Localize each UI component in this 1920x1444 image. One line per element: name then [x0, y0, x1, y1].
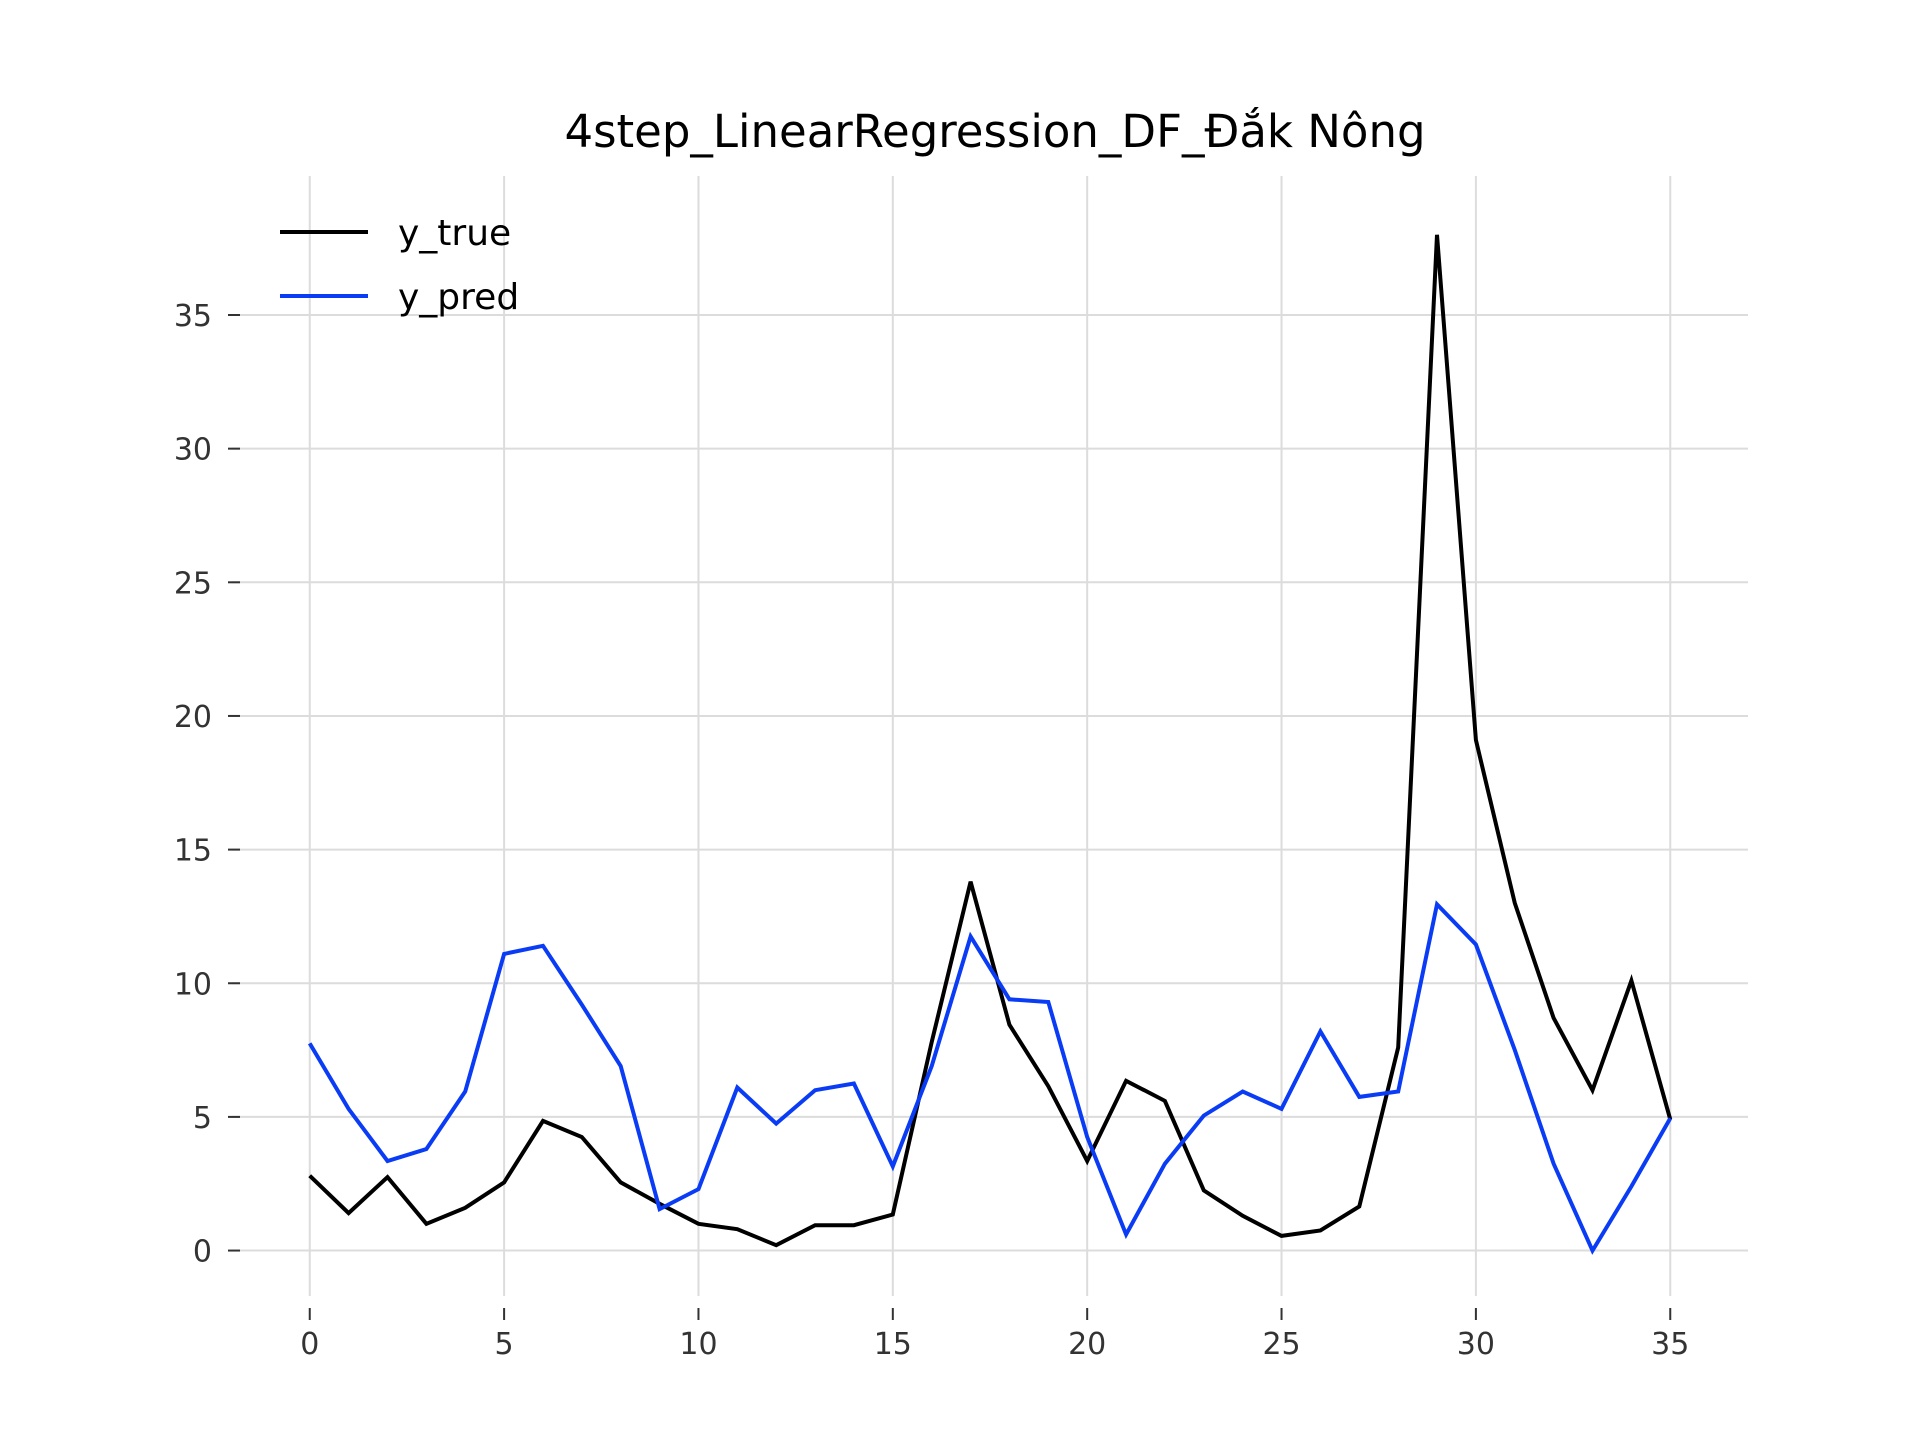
grid — [232, 176, 1748, 1296]
series-line-y-true — [310, 235, 1671, 1245]
y-tick-label: 5 — [193, 1101, 212, 1136]
x-tick-label: 25 — [1262, 1327, 1300, 1362]
x-tick-label: 35 — [1651, 1327, 1689, 1362]
x-tick-label: 20 — [1068, 1327, 1106, 1362]
axes: 0 5 10 15 20 25 30 35 0 5 10 15 20 25 30 35 — [174, 299, 1690, 1362]
x-tick-label: 15 — [874, 1327, 912, 1362]
y-tick-label: 30 — [174, 433, 212, 468]
y-tick-label: 10 — [174, 967, 212, 1002]
x-tick-label: 0 — [300, 1327, 319, 1362]
legend: y_true y_pred — [280, 213, 519, 318]
x-tick-label: 10 — [679, 1327, 717, 1362]
series — [310, 235, 1671, 1251]
legend-label: y_pred — [398, 277, 519, 318]
y-tick-label: 35 — [174, 299, 212, 334]
legend-label: y_true — [398, 213, 511, 254]
x-tick-label: 30 — [1457, 1327, 1495, 1362]
x-tick-label: 5 — [495, 1327, 514, 1362]
y-tick-label: 15 — [174, 834, 212, 869]
y-tick-label: 20 — [174, 700, 212, 735]
y-tick-label: 25 — [174, 566, 212, 601]
y-tick-label: 0 — [193, 1235, 212, 1270]
chart-title: 4step_LinearRegression_DF_Đắk Nông — [564, 105, 1425, 158]
